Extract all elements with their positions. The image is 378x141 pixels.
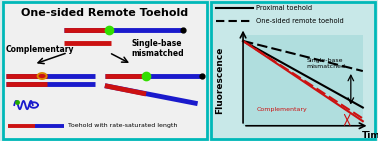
Text: Single-base
mismatched: Single-base mismatched	[132, 39, 184, 58]
Text: Complementary: Complementary	[256, 107, 307, 112]
FancyBboxPatch shape	[211, 2, 375, 139]
Bar	[243, 35, 363, 126]
Text: Complementary: Complementary	[6, 45, 74, 54]
Text: Time: Time	[362, 131, 378, 140]
Text: Proximal toehold: Proximal toehold	[256, 5, 313, 11]
Text: Single-base
mismatched: Single-base mismatched	[306, 58, 345, 69]
Text: One-sided remote toehold: One-sided remote toehold	[256, 18, 344, 24]
Text: Fluorescence: Fluorescence	[215, 47, 224, 114]
Text: Toehold with rate-saturated length: Toehold with rate-saturated length	[68, 123, 177, 128]
FancyBboxPatch shape	[3, 2, 207, 139]
Text: One-sided Remote Toehold: One-sided Remote Toehold	[21, 8, 189, 18]
